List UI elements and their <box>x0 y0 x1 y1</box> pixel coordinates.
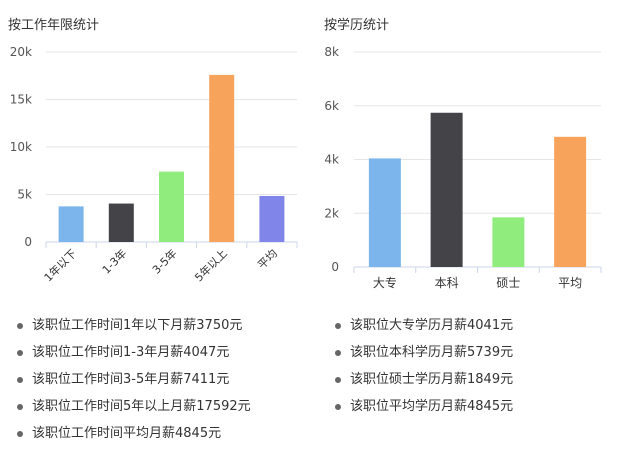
education-note-text: 该职位硕士学历月薪1849元 <box>350 372 514 387</box>
experience-note-item: 该职位工作时间1年以下月薪3750元 <box>17 318 251 345</box>
bullet-icon <box>17 404 23 410</box>
experience-y-tick-label: 0 <box>24 235 32 249</box>
experience-note-item: 该职位工作时间1-3年月薪4047元 <box>17 345 251 372</box>
experience-panel: 按工作年限统计 0 5k 10k 15k 20k 1年以下 1-3年 3-5年 5年以上 平均 该… <box>8 18 298 453</box>
experience-note-text: 该职位工作时间5年以上月薪17592元 <box>32 399 251 414</box>
bullet-icon <box>17 350 23 356</box>
education-note-item: 该职位平均学历月薪4845元 <box>335 399 513 426</box>
education-note-text: 该职位本科学历月薪5739元 <box>350 345 514 360</box>
experience-x-tick-label: 平均 <box>255 247 280 272</box>
bullet-icon <box>335 350 341 356</box>
education-panel: 按学历统计 0 2k 4k 6k 8k 大专 本科 硕士 平均 该职位大专学历月薪4041元 该职… <box>311 0 622 454</box>
education-bar <box>492 217 525 267</box>
education-note-item: 该职位硕士学历月薪1849元 <box>335 372 513 399</box>
education-x-tick-label: 硕士 <box>496 276 520 290</box>
experience-y-tick-label: 15k <box>10 93 32 107</box>
experience-bar <box>259 195 285 242</box>
education-x-tick-label: 大专 <box>373 275 397 290</box>
experience-x-tick-label: 1-3年 <box>99 246 129 276</box>
education-note-text: 该职位大专学历月薪4041元 <box>350 318 514 333</box>
education-x-tick-label: 本科 <box>435 276 459 290</box>
bullet-icon <box>17 323 23 329</box>
experience-bar <box>108 203 134 242</box>
experience-bar <box>58 206 84 242</box>
experience-note-text: 该职位工作时间3-5年月薪7411元 <box>32 372 230 387</box>
education-bar <box>554 136 587 267</box>
education-x-tick-label: 平均 <box>558 276 582 290</box>
education-bar <box>430 112 463 267</box>
experience-notes-list: 该职位工作时间1年以下月薪3750元 该职位工作时间1-3年月薪4047元 该职位工… <box>17 318 251 453</box>
education-y-tick-label: 0 <box>331 260 339 274</box>
experience-y-tick-label: 5k <box>17 188 32 202</box>
bullet-icon <box>17 377 23 383</box>
experience-x-tick-label: 5年以上 <box>192 246 230 284</box>
education-y-tick-label: 6k <box>324 99 339 113</box>
education-note-item: 该职位本科学历月薪5739元 <box>335 345 513 372</box>
bullet-icon <box>335 323 341 329</box>
education-y-tick-label: 2k <box>324 206 339 220</box>
experience-note-text: 该职位工作时间1-3年月薪4047元 <box>32 345 230 360</box>
experience-note-text: 该职位工作时间1年以下月薪3750元 <box>32 318 243 333</box>
experience-note-item: 该职位工作时间平均月薪4845元 <box>17 426 251 453</box>
experience-bar <box>159 171 184 242</box>
bullet-icon <box>335 404 341 410</box>
experience-bar <box>209 74 235 242</box>
education-bar-chart: 0 2k 4k 6k 8k 大专 本科 硕士 平均 <box>324 45 602 290</box>
experience-x-tick-label: 1年以下 <box>41 246 79 284</box>
education-bar <box>368 158 401 267</box>
experience-y-tick-label: 10k <box>10 140 32 154</box>
experience-bar-chart: 0 5k 10k 15k 20k 1年以下 1-3年 3-5年 5年以上 平均 <box>10 45 298 284</box>
education-y-tick-label: 4k <box>324 153 339 167</box>
bullet-icon <box>335 377 341 383</box>
bullet-icon <box>17 431 23 437</box>
experience-note-item: 该职位工作时间3-5年月薪7411元 <box>17 372 251 399</box>
education-y-tick-label: 8k <box>324 45 339 59</box>
experience-note-text: 该职位工作时间平均月薪4845元 <box>32 426 222 441</box>
education-note-text: 该职位平均学历月薪4845元 <box>350 399 514 414</box>
education-note-item: 该职位大专学历月薪4041元 <box>335 318 513 345</box>
experience-y-tick-label: 20k <box>10 45 32 59</box>
chart-title-education: 按学历统计 <box>324 18 390 33</box>
chart-title-experience: 按工作年限统计 <box>8 18 100 33</box>
experience-note-item: 该职位工作时间5年以上月薪17592元 <box>17 399 251 426</box>
experience-x-tick-label: 3-5年 <box>149 246 179 276</box>
education-notes-list: 该职位大专学历月薪4041元 该职位本科学历月薪5739元 该职位硕士学历月薪184… <box>335 318 513 426</box>
